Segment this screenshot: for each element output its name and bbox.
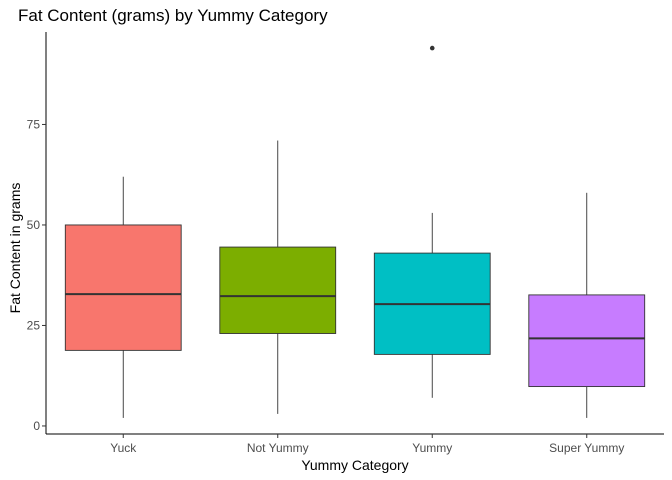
box-not-yummy [219,246,337,334]
x-axis-title: Yummy Category [301,457,408,473]
box-yuck [64,224,182,351]
box-super-yummy [528,294,646,388]
x-tick-label: Not Yummy [247,441,309,455]
plot-area: 0 25 50 75 Yuck Not Yummy Yummy Super Yummy [27,32,664,455]
outlier-point [429,45,435,51]
x-tick-label: Yuck [110,441,137,455]
chart-title: Fat Content (grams) by Yummy Category [18,6,328,25]
y-tick-label: 50 [27,218,41,232]
y-tick-label: 75 [27,117,41,131]
y-tick-label: 0 [33,419,40,433]
x-tick-label: Yummy [412,441,452,455]
x-tick-label: Super Yummy [549,441,624,455]
y-axis-title: Fat Content in grams [7,183,23,314]
y-tick-label: 25 [27,318,41,332]
